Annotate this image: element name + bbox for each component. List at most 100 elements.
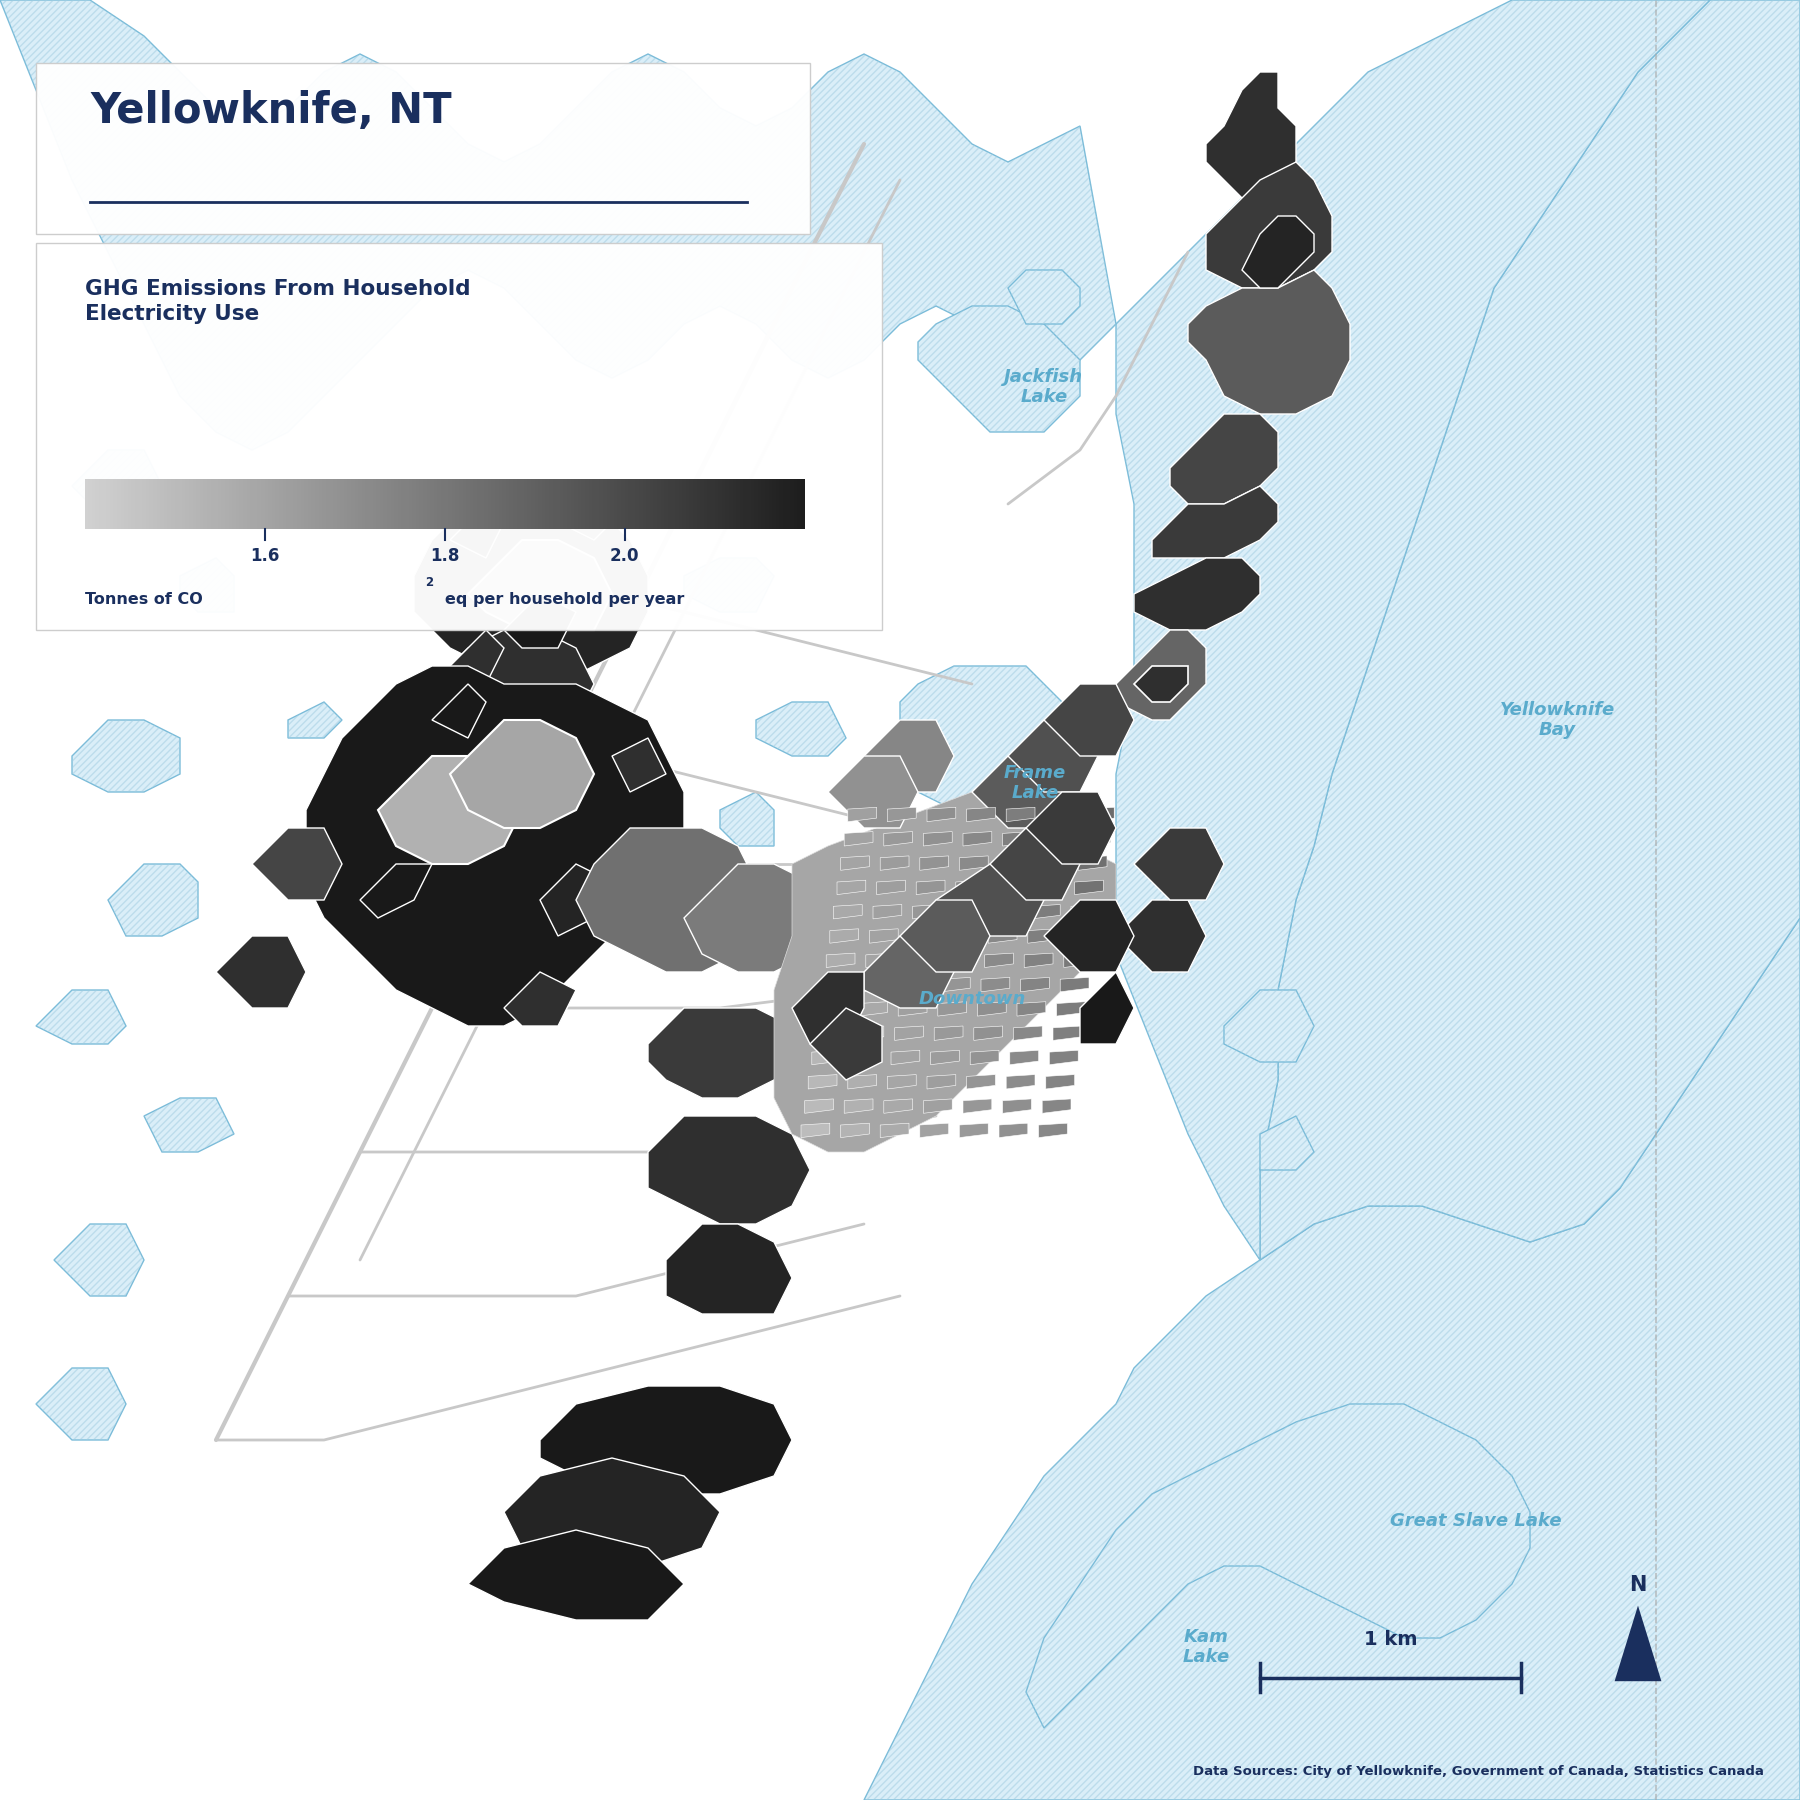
Polygon shape — [144, 1098, 234, 1152]
Polygon shape — [949, 929, 977, 943]
Bar — [225, 479, 229, 529]
Polygon shape — [1116, 0, 1710, 1260]
Polygon shape — [774, 792, 1116, 1152]
Polygon shape — [450, 504, 504, 558]
Bar — [297, 479, 301, 529]
Polygon shape — [1134, 558, 1260, 630]
Text: Tonnes of CO: Tonnes of CO — [85, 592, 202, 607]
Bar — [322, 479, 326, 529]
Bar — [214, 479, 218, 529]
Polygon shape — [977, 1001, 1006, 1015]
Polygon shape — [995, 880, 1024, 895]
Bar — [589, 479, 592, 529]
Bar — [448, 479, 452, 529]
Bar — [117, 479, 121, 529]
Bar — [581, 479, 585, 529]
FancyBboxPatch shape — [36, 63, 810, 234]
Polygon shape — [884, 1098, 913, 1112]
Bar — [524, 479, 527, 529]
Polygon shape — [923, 1098, 952, 1112]
Bar — [527, 479, 531, 529]
Polygon shape — [941, 977, 970, 992]
Bar — [499, 479, 502, 529]
Polygon shape — [504, 594, 576, 648]
Bar — [671, 479, 675, 529]
Bar — [743, 479, 747, 529]
Polygon shape — [1224, 990, 1314, 1062]
Bar — [175, 479, 178, 529]
Text: GHG Emissions From Household
Electricity Use: GHG Emissions From Household Electricity… — [85, 279, 470, 324]
Polygon shape — [999, 1123, 1028, 1138]
Text: Jackfish
Lake: Jackfish Lake — [1004, 367, 1084, 407]
Polygon shape — [952, 904, 981, 918]
Polygon shape — [1021, 977, 1049, 992]
Bar — [153, 479, 157, 529]
Polygon shape — [1024, 954, 1053, 968]
Polygon shape — [1116, 630, 1206, 720]
Polygon shape — [378, 756, 522, 864]
Polygon shape — [884, 832, 913, 846]
Polygon shape — [830, 929, 859, 943]
Polygon shape — [905, 954, 934, 968]
Bar — [383, 479, 387, 529]
Bar — [121, 479, 124, 529]
Polygon shape — [1080, 972, 1134, 1044]
Bar — [146, 479, 149, 529]
Polygon shape — [1039, 1123, 1067, 1138]
Bar — [365, 479, 369, 529]
Text: Great Slave Lake: Great Slave Lake — [1390, 1512, 1562, 1530]
Polygon shape — [805, 1098, 833, 1112]
Polygon shape — [1242, 216, 1314, 288]
Polygon shape — [504, 972, 576, 1026]
Bar — [697, 479, 700, 529]
Bar — [509, 479, 513, 529]
Bar — [218, 479, 221, 529]
Polygon shape — [990, 828, 1080, 900]
Polygon shape — [812, 1051, 841, 1066]
Bar — [178, 479, 182, 529]
Bar — [574, 479, 578, 529]
Bar — [243, 479, 247, 529]
Polygon shape — [612, 738, 666, 792]
Polygon shape — [844, 832, 873, 846]
Text: 2.0: 2.0 — [610, 547, 639, 565]
Polygon shape — [959, 857, 988, 871]
Bar — [340, 479, 344, 529]
Bar — [434, 479, 437, 529]
Bar — [283, 479, 286, 529]
Bar — [560, 479, 563, 529]
Polygon shape — [1152, 486, 1278, 558]
Bar — [344, 479, 347, 529]
Bar — [315, 479, 319, 529]
Bar — [247, 479, 250, 529]
Bar — [445, 479, 448, 529]
Bar — [747, 479, 751, 529]
Polygon shape — [1028, 929, 1057, 943]
Polygon shape — [432, 630, 594, 738]
Polygon shape — [1026, 1404, 1530, 1728]
Polygon shape — [869, 929, 898, 943]
Bar — [139, 479, 142, 529]
Polygon shape — [216, 936, 306, 1008]
Polygon shape — [1060, 977, 1089, 992]
Polygon shape — [880, 1123, 909, 1138]
Polygon shape — [1260, 1116, 1314, 1170]
Polygon shape — [414, 486, 648, 684]
Bar — [376, 479, 380, 529]
Text: Downtown: Downtown — [918, 990, 1026, 1008]
Bar — [167, 479, 171, 529]
Polygon shape — [1170, 414, 1278, 504]
Bar — [369, 479, 373, 529]
Polygon shape — [666, 1224, 792, 1314]
Bar — [437, 479, 441, 529]
Text: Yellowknife, NT: Yellowknife, NT — [90, 90, 452, 131]
Polygon shape — [913, 904, 941, 918]
Bar — [293, 479, 297, 529]
Polygon shape — [970, 1051, 999, 1066]
Bar — [142, 479, 146, 529]
Bar — [650, 479, 653, 529]
Bar — [725, 479, 729, 529]
Bar — [286, 479, 290, 529]
Polygon shape — [828, 756, 918, 828]
Bar — [707, 479, 711, 529]
